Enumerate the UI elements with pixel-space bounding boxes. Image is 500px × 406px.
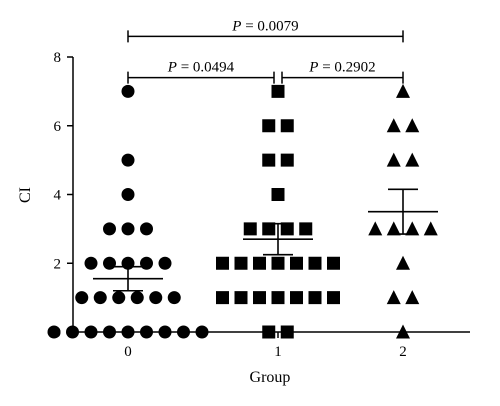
- data-point-circle: [140, 256, 153, 270]
- data-point-triangle: [405, 290, 420, 305]
- data-point-circle: [177, 325, 190, 339]
- data-point-circle: [121, 84, 135, 98]
- data-point-circle: [103, 222, 116, 236]
- data-point-circle: [84, 256, 98, 270]
- data-point-circle: [149, 291, 163, 305]
- y-tick-label: 4: [54, 188, 62, 204]
- data-point-square: [280, 325, 294, 339]
- data-point-square: [290, 291, 303, 305]
- data-point-triangle: [386, 290, 401, 305]
- data-point-triangle: [405, 118, 420, 133]
- data-point-triangle: [405, 152, 420, 167]
- data-point-circle: [167, 291, 181, 305]
- data-point-square: [308, 291, 322, 305]
- data-point-square: [290, 256, 303, 270]
- data-point-square: [216, 256, 229, 270]
- data-point-square: [327, 291, 340, 305]
- data-point-circle: [140, 325, 153, 339]
- data-point-circle: [130, 291, 144, 305]
- data-point-triangle: [396, 255, 410, 270]
- p-value-label: P = 0.0494: [167, 60, 235, 76]
- data-point-square: [280, 153, 294, 167]
- data-point-circle: [66, 325, 79, 339]
- data-point-circle: [140, 222, 153, 236]
- data-point-circle: [121, 222, 135, 236]
- data-point-square: [280, 222, 294, 236]
- data-point-circle: [121, 325, 135, 339]
- p-value-label: P = 0.2902: [308, 60, 375, 76]
- data-point-triangle: [386, 152, 401, 167]
- data-point-square: [216, 291, 229, 305]
- data-point-square: [243, 222, 257, 236]
- x-tick-label: 2: [399, 344, 407, 360]
- data-point-square: [271, 291, 285, 305]
- data-point-triangle: [396, 83, 410, 98]
- significance-annotations: P = 0.0494 P = 0.2902 P = 0.0079: [127, 18, 404, 84]
- data-point-circle: [75, 291, 89, 305]
- y-tick-label: 8: [54, 50, 62, 66]
- data-point-circle: [195, 325, 209, 339]
- data-point-circle: [84, 325, 98, 339]
- x-tick-label: 1: [274, 344, 282, 360]
- data-point-triangle: [386, 221, 401, 236]
- data-point-square: [262, 325, 276, 339]
- data-marks: [47, 83, 438, 339]
- data-point-triangle: [386, 118, 401, 133]
- data-point-square: [271, 256, 285, 270]
- data-point-triangle: [396, 324, 410, 339]
- data-point-triangle: [368, 221, 383, 236]
- data-point-circle: [121, 188, 135, 201]
- data-point-circle: [47, 325, 61, 339]
- data-point-square: [262, 119, 276, 133]
- y-axis-label: CI: [17, 187, 34, 203]
- data-point-square: [271, 84, 285, 98]
- data-point-circle: [158, 325, 172, 339]
- data-point-circle: [93, 291, 107, 305]
- data-point-square: [253, 256, 266, 270]
- data-point-square: [280, 119, 294, 133]
- data-point-square: [234, 256, 248, 270]
- data-point-triangle: [423, 221, 438, 236]
- p-value-label: P = 0.0079: [231, 18, 298, 34]
- data-point-triangle: [405, 221, 420, 236]
- data-point-circle: [158, 256, 172, 270]
- data-point-square: [299, 222, 313, 236]
- y-tick-label: 6: [54, 119, 62, 135]
- data-point-square: [262, 222, 276, 236]
- data-point-square: [262, 153, 276, 167]
- data-point-circle: [121, 153, 135, 167]
- data-point-circle: [103, 256, 116, 270]
- data-point-circle: [112, 291, 126, 305]
- data-point-square: [327, 256, 340, 270]
- x-axis-label: Group: [250, 369, 291, 386]
- data-point-square: [308, 256, 322, 270]
- data-point-square: [234, 291, 248, 305]
- y-tick-label: 2: [54, 256, 62, 272]
- data-point-square: [253, 291, 266, 305]
- x-tick-label: 0: [124, 344, 132, 360]
- data-point-circle: [103, 325, 116, 339]
- data-point-square: [271, 188, 285, 201]
- mean-sem-bars: [93, 188, 438, 292]
